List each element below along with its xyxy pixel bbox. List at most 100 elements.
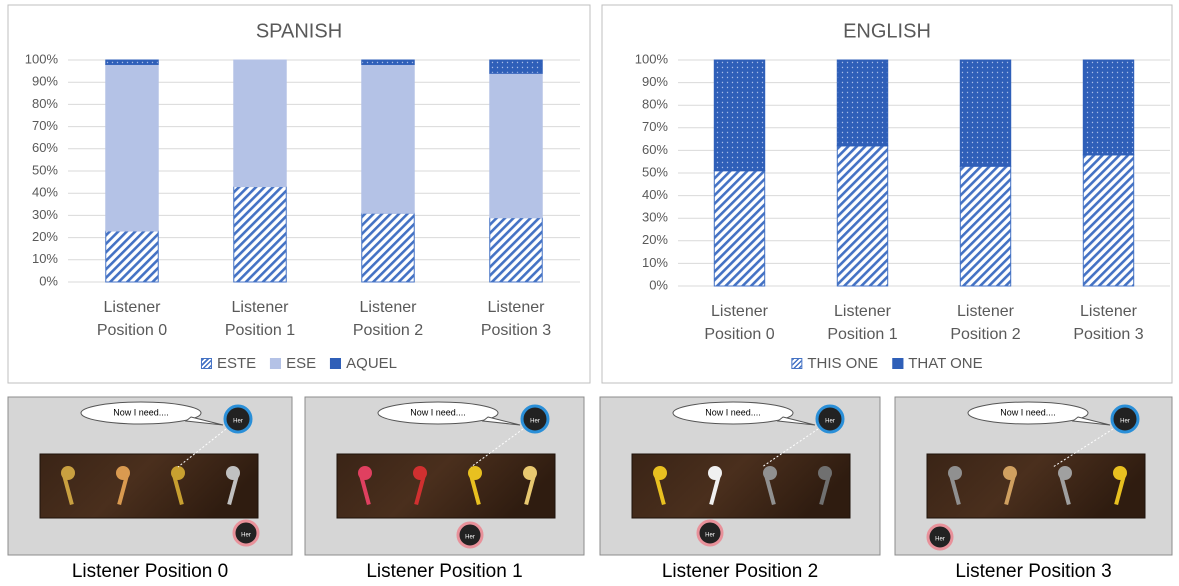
- object-head: [1113, 466, 1127, 480]
- table: [336, 453, 556, 519]
- object-head: [653, 466, 667, 480]
- table: [39, 453, 259, 519]
- object-handle: [819, 474, 831, 506]
- object-head: [708, 466, 722, 480]
- bubble-text: Now I need....: [705, 407, 761, 417]
- y-tick-label: 60%: [642, 142, 668, 157]
- x-tick-label: Listener Position 1: [827, 303, 898, 343]
- bar-segment: [836, 145, 889, 287]
- bubble-text: Now I need....: [1000, 407, 1056, 417]
- object-handle: [524, 474, 536, 506]
- object-head: [116, 466, 130, 480]
- y-tick-label: 0%: [39, 273, 58, 288]
- x-tick-label: Listener Position 0: [704, 303, 775, 343]
- listener-label: Her: [465, 535, 475, 541]
- y-tick-label: 90%: [32, 74, 58, 89]
- bar-segment: [105, 230, 159, 283]
- x-tick-label: Listener Position 2: [352, 299, 424, 339]
- x-tick-label: Listener Position 2: [950, 303, 1021, 343]
- object-handle: [654, 474, 666, 506]
- object-handle: [117, 474, 129, 506]
- speaker-label: Her: [825, 419, 835, 425]
- y-tick-label: 70%: [642, 119, 668, 134]
- legend-item: THAT ONE: [892, 355, 983, 372]
- bar-segment: [959, 59, 1012, 167]
- scene-caption: Listener Position 1: [366, 561, 523, 582]
- bar-segment: [105, 63, 159, 232]
- object-handle: [949, 474, 961, 506]
- scene-caption: Listener Position 3: [955, 561, 1112, 582]
- object-handle: [359, 474, 371, 506]
- object-head: [1003, 466, 1017, 480]
- y-tick-label: 70%: [32, 118, 58, 133]
- object-head: [413, 466, 427, 480]
- listener-avatar: [232, 519, 260, 547]
- legend-swatch: [200, 358, 212, 369]
- listener-label: Her: [705, 533, 715, 539]
- listener-avatar: [926, 523, 954, 551]
- speaker-label: Her: [233, 419, 243, 425]
- legend-swatch: [270, 358, 282, 369]
- object-head: [61, 466, 75, 480]
- scene: Now I need.... Her Her: [304, 396, 585, 556]
- y-tick-label: 50%: [642, 164, 668, 179]
- object-handle: [1114, 474, 1126, 506]
- bubble-text: Now I need....: [113, 407, 169, 417]
- bubble-tail: [481, 416, 521, 426]
- y-tick-label: 80%: [642, 97, 668, 112]
- bar-segment: [233, 186, 287, 283]
- x-tick-label: Listener Position 0: [96, 299, 168, 339]
- listener-avatar: [696, 519, 724, 547]
- legend-label: THIS ONE: [807, 355, 879, 372]
- scene-caption: Listener Position 2: [661, 561, 819, 582]
- chart-title: SPANISH: [256, 20, 342, 42]
- legend-label: THAT ONE: [908, 355, 983, 372]
- bar-segment: [1082, 154, 1135, 287]
- bar-segment: [489, 217, 543, 283]
- object-head: [1058, 466, 1072, 480]
- object-head: [763, 466, 777, 480]
- scene: Now I need.... Her Her: [7, 396, 293, 556]
- legend-item: AQUEL: [330, 355, 397, 372]
- speech-bubble: [80, 401, 202, 425]
- legend-label: AQUEL: [346, 355, 398, 372]
- x-tick-label: Listener Position 3: [1073, 303, 1144, 343]
- bar-segment: [489, 59, 543, 74]
- legend-item: ESE: [270, 355, 316, 372]
- bar-segment: [489, 72, 543, 219]
- scene: Now I need.... Her Her: [599, 396, 881, 556]
- object-head: [948, 466, 962, 480]
- bar-segment: [361, 63, 415, 214]
- y-tick-label: 30%: [32, 207, 58, 222]
- bar-segment: [105, 59, 159, 65]
- speaker-avatar: [520, 404, 550, 434]
- legend-label: ESTE: [216, 355, 257, 372]
- object-handle: [764, 474, 776, 506]
- speaker-avatar: [223, 404, 253, 434]
- scene: Now I need.... Her Her: [894, 396, 1173, 556]
- legend: ESTE ESE AQUEL: [200, 355, 397, 372]
- speaker-avatar: [1110, 404, 1140, 434]
- chart-title: ENGLISH: [843, 20, 931, 42]
- listener-avatar: [456, 521, 484, 549]
- bubble-tail: [1071, 416, 1111, 426]
- listener-label: Her: [241, 533, 251, 539]
- bar-segment: [233, 59, 287, 188]
- speech-bubble: [377, 401, 499, 425]
- object-head: [171, 466, 185, 480]
- y-tick-label: 10%: [32, 251, 58, 266]
- speaker-label: Her: [1120, 419, 1130, 425]
- object-handle: [709, 474, 721, 506]
- legend-item: ESTE: [200, 355, 257, 372]
- y-tick-label: 30%: [642, 210, 668, 225]
- scene-caption: Listener Position 0: [71, 561, 229, 582]
- y-tick-label: 40%: [642, 187, 668, 202]
- x-tick-label: Listener Position 3: [480, 299, 552, 339]
- y-tick-label: 100%: [635, 51, 669, 66]
- object-handle: [469, 474, 481, 506]
- legend-label: ESE: [286, 355, 317, 372]
- bar-segment: [361, 59, 415, 65]
- object-handle: [227, 474, 239, 506]
- legend: THIS ONE THAT ONE: [791, 355, 983, 372]
- legend-item: THIS ONE: [791, 355, 878, 372]
